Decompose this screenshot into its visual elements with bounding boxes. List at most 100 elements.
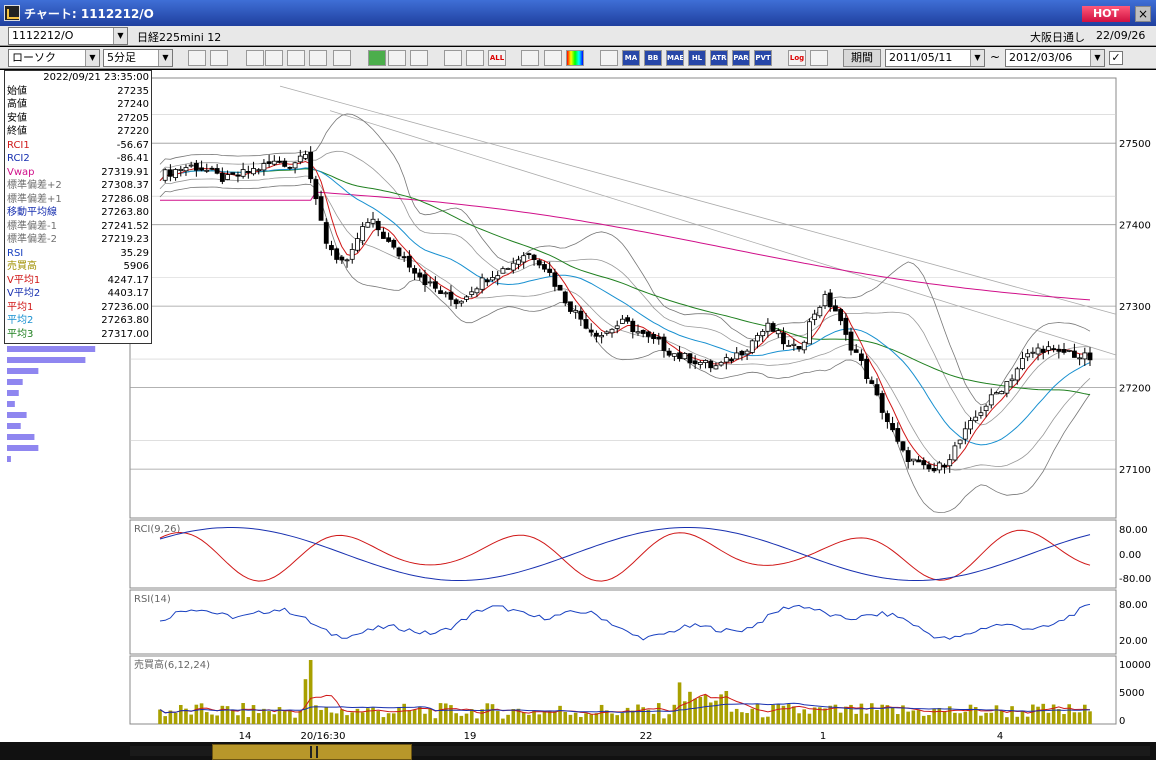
price-pane — [129, 77, 1117, 519]
par-button[interactable]: PAR — [732, 50, 750, 66]
candle-body — [697, 362, 703, 365]
chart-area[interactable]: 27500 27400 27300 27200 27100 RCI(9,26) 80.00 0… — [0, 70, 1156, 760]
volume-bar — [329, 712, 334, 724]
grid-icon[interactable] — [600, 50, 618, 66]
volume-bar — [469, 709, 474, 724]
volume-bar — [994, 705, 999, 724]
candle-body — [807, 321, 812, 345]
palette-icon[interactable] — [566, 50, 584, 66]
volume-bar — [215, 715, 219, 724]
close-button[interactable]: × — [1135, 6, 1151, 22]
volume-bar — [646, 709, 651, 724]
candle-body — [568, 301, 573, 312]
candle-body — [916, 459, 921, 463]
candle-body — [334, 248, 340, 260]
candle-body — [1046, 346, 1051, 351]
settings-icon[interactable] — [521, 50, 539, 66]
cut-right-icon[interactable] — [466, 50, 484, 66]
chart-type-select[interactable]: ローソク ▼ — [8, 49, 100, 67]
candle-body — [583, 319, 589, 329]
info-icon[interactable] — [333, 50, 351, 66]
volume-bar — [1015, 716, 1020, 724]
candle-body — [921, 460, 927, 466]
crosshair-icon[interactable] — [210, 50, 228, 66]
volume-bar — [303, 679, 308, 724]
candle-body — [775, 330, 781, 335]
cut-left-icon[interactable] — [444, 50, 462, 66]
hl-button[interactable]: HL — [688, 50, 706, 66]
hand-icon[interactable] — [246, 50, 264, 66]
redo-icon[interactable] — [410, 50, 428, 66]
period-button[interactable]: 期間 — [843, 49, 881, 67]
bb-button[interactable]: BB — [644, 50, 662, 66]
scroll-track[interactable] — [130, 746, 1150, 756]
log-button[interactable]: Log — [788, 50, 806, 66]
chevron-down-icon[interactable]: ▼ — [85, 50, 99, 66]
candle-body — [729, 358, 734, 362]
data-window-row: 終値 27220 — [5, 125, 151, 139]
pen-icon[interactable] — [368, 50, 386, 66]
horizontal-scrollbar[interactable] — [0, 742, 1156, 760]
interval-select[interactable]: 5分足 ▼ — [103, 49, 173, 67]
data-window-value: 27205 — [117, 112, 149, 124]
volume-profile-bar — [7, 423, 21, 429]
candle-body — [245, 171, 251, 173]
candle-body — [339, 256, 345, 261]
candle-body — [827, 292, 833, 308]
date-to-field[interactable]: 2012/03/06 ▼ — [1005, 49, 1105, 67]
candle-body — [749, 340, 755, 353]
zoom-icon[interactable] — [188, 50, 206, 66]
volume-bar — [293, 717, 297, 724]
arrows-icon[interactable] — [309, 50, 327, 66]
chevron-down-icon[interactable]: ▼ — [158, 50, 172, 66]
chart-canvas[interactable]: 27500 27400 27300 27200 27100 RCI(9,26) 80.00 0… — [0, 70, 1156, 742]
save-icon[interactable] — [810, 50, 828, 66]
data-window-label: RCI1 — [7, 139, 30, 151]
bars-icon[interactable] — [287, 50, 305, 66]
candle-body — [1004, 381, 1010, 394]
all-button[interactable]: ALL — [488, 50, 506, 66]
volume-bar — [781, 705, 786, 724]
chevron-down-icon[interactable]: ▼ — [113, 28, 127, 44]
eraser-icon[interactable] — [544, 50, 562, 66]
candle-body — [214, 168, 220, 174]
data-window-row: V平均2 4403.17 — [5, 287, 151, 301]
data-window-row: RCI1 -56.67 — [5, 139, 151, 153]
hot-button[interactable]: HOT — [1082, 6, 1130, 22]
volume-bar — [599, 704, 604, 724]
calendar-dropdown-icon[interactable]: ▼ — [1090, 50, 1104, 66]
symbol-select[interactable]: 1112212/O ▼ — [8, 27, 128, 45]
volume-bar — [776, 704, 781, 724]
ma-button[interactable]: MA — [622, 50, 640, 66]
magnify-icon[interactable] — [265, 50, 283, 66]
candle-body — [360, 226, 366, 242]
candle-body — [417, 272, 423, 278]
mae-button[interactable]: MAE — [666, 50, 684, 66]
volume-bar — [516, 708, 521, 724]
cursor-icon[interactable] — [388, 50, 406, 66]
volume-bar — [656, 703, 661, 724]
data-window-value: 27240 — [117, 99, 149, 110]
period-checkbox[interactable]: ✓ — [1109, 51, 1123, 65]
volume-bar — [869, 703, 874, 724]
x-tick-label: 14 — [239, 731, 252, 742]
candle-body — [562, 291, 568, 304]
data-window-row: 高値 27240 — [5, 98, 151, 112]
pvt-button[interactable]: PVT — [754, 50, 772, 66]
x-tick-label: 19 — [464, 731, 477, 742]
volume-bar — [449, 705, 453, 724]
candle-body — [625, 317, 630, 322]
volume-bar — [766, 716, 770, 724]
atr-button[interactable]: ATR — [710, 50, 728, 66]
volume-bar — [282, 711, 287, 724]
calendar-dropdown-icon[interactable]: ▼ — [970, 50, 984, 66]
data-window-label: 平均2 — [7, 315, 34, 326]
volume-bar — [906, 711, 910, 724]
volume-bar — [324, 707, 329, 724]
candle-body — [464, 296, 469, 300]
candle-body — [879, 393, 885, 413]
date-from-field[interactable]: 2011/05/11 ▼ — [885, 49, 985, 67]
candle-body — [355, 238, 360, 251]
volume-bar — [412, 709, 417, 724]
volume-bar — [184, 708, 188, 724]
